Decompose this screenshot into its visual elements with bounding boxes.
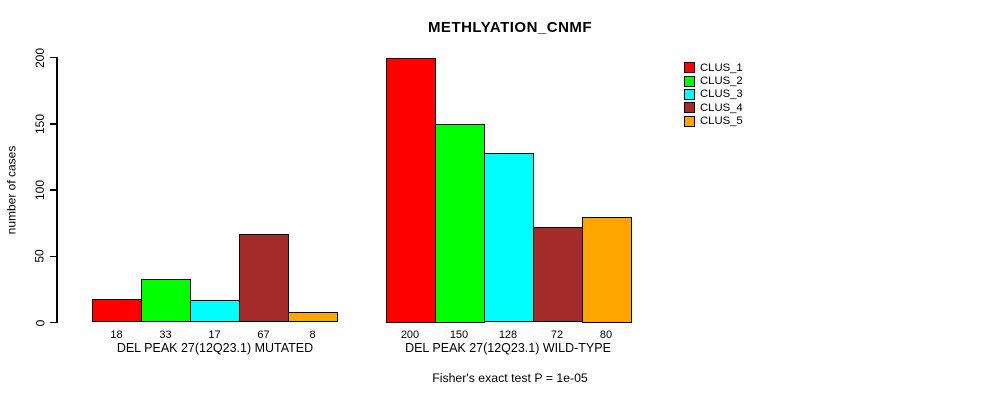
legend-swatch bbox=[684, 102, 695, 114]
x-group-label-wildtype: DEL PEAK 27(12Q23.1) WILD-TYPE bbox=[405, 341, 611, 355]
y-tick-mark bbox=[50, 56, 57, 59]
legend-row-clus_2: CLUS_2 bbox=[684, 74, 743, 87]
y-tick-label-text: 50 bbox=[32, 249, 47, 263]
bar-clus_5-group0 bbox=[288, 311, 338, 323]
bar-value-label: 80 bbox=[599, 328, 613, 341]
y-tick-label-text: 0 bbox=[33, 319, 47, 326]
y-tick-label: 150 bbox=[32, 103, 48, 145]
legend-label: CLUS_3 bbox=[700, 88, 743, 101]
legend-swatch bbox=[684, 75, 695, 87]
y-tick-mark bbox=[50, 123, 57, 125]
bar-value-label: 128 bbox=[498, 328, 518, 341]
y-tick-mark bbox=[50, 321, 57, 324]
legend-swatch bbox=[684, 115, 695, 127]
fisher-test-caption: Fisher's exact test P = 1e-05 bbox=[432, 371, 588, 385]
y-axis-title-text: number of cases bbox=[4, 145, 18, 235]
legend-row-clus_1: CLUS_1 bbox=[684, 61, 743, 74]
bar-value-label: 72 bbox=[550, 328, 564, 341]
legend-label: CLUS_2 bbox=[700, 75, 743, 88]
legend-row-clus_5: CLUS_5 bbox=[684, 115, 743, 128]
y-tick-label-text: 200 bbox=[33, 47, 47, 68]
y-tick-mark bbox=[50, 189, 57, 191]
legend-row-clus_3: CLUS_3 bbox=[684, 88, 743, 101]
y-tick-label-text: 100 bbox=[33, 179, 47, 201]
bar-clus_1-group1 bbox=[385, 57, 436, 323]
y-tick-label: 0 bbox=[32, 302, 48, 344]
y-tick-label: 200 bbox=[32, 37, 48, 79]
bar-clus_4-group1 bbox=[532, 227, 583, 323]
y-tick-label-text: 150 bbox=[33, 113, 47, 134]
bar-value-label: 200 bbox=[400, 328, 420, 341]
bar-clus_4-group0 bbox=[239, 233, 289, 323]
bar-value-label: 33 bbox=[159, 328, 172, 341]
legend-label: CLUS_4 bbox=[700, 101, 743, 114]
legend-swatch bbox=[684, 62, 695, 74]
bar-value-label: 150 bbox=[449, 328, 469, 341]
y-tick-label: 100 bbox=[32, 169, 48, 211]
legend-swatch bbox=[684, 88, 695, 100]
bar-clus_1-group0 bbox=[92, 298, 142, 323]
legend-label: CLUS_5 bbox=[700, 115, 743, 128]
bar-clus_5-group1 bbox=[581, 216, 632, 323]
bar-clus_2-group1 bbox=[434, 123, 485, 323]
bar-clus_3-group0 bbox=[190, 299, 240, 323]
bar-value-label: 8 bbox=[309, 328, 316, 341]
bar-clus_2-group0 bbox=[141, 278, 191, 323]
chart-title: METHLYATION_CNMF bbox=[427, 19, 593, 36]
legend-label: CLUS_1 bbox=[700, 61, 743, 74]
bar-value-label: 18 bbox=[110, 328, 123, 341]
x-group-label-mutated: DEL PEAK 27(12Q23.1) MUTATED bbox=[116, 341, 314, 355]
y-tick-label: 50 bbox=[32, 235, 48, 277]
legend: CLUS_1 CLUS_2 CLUS_3 CLUS_4 CLUS_5 bbox=[684, 61, 743, 128]
legend-row-clus_4: CLUS_4 bbox=[684, 101, 743, 114]
bar-value-label: 17 bbox=[208, 328, 221, 341]
bar-clus_3-group1 bbox=[483, 152, 534, 323]
y-axis-title: number of cases bbox=[2, 120, 20, 260]
y-tick-mark bbox=[50, 255, 57, 257]
bar-value-label: 67 bbox=[257, 328, 270, 341]
